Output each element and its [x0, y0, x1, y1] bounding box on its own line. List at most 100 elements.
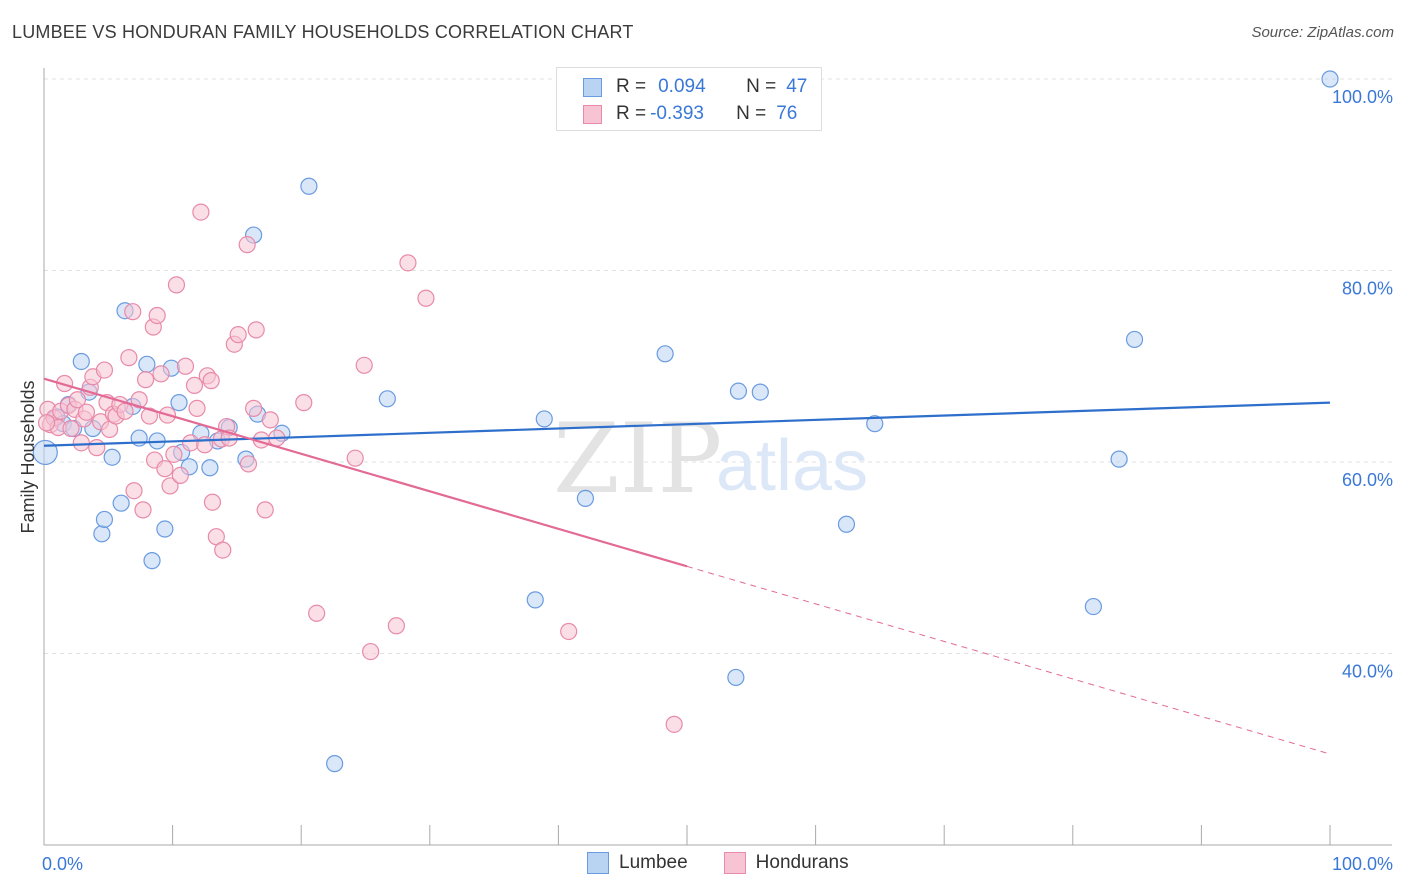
- lumbee-legend-label: Lumbee: [619, 852, 688, 873]
- lumbee-point: [201, 459, 219, 477]
- lumbee-point: [1084, 597, 1102, 616]
- lumbee-point: [156, 520, 174, 538]
- lumbee-point: [1110, 450, 1128, 468]
- lumbee-point: [837, 515, 856, 533]
- honduran-trend-line: [43, 377, 688, 568]
- honduran-points: [37, 203, 683, 733]
- honduran-point: [261, 411, 279, 429]
- lumbee-point: [535, 410, 553, 428]
- honduran-point: [68, 391, 87, 409]
- lumbee-point: [1321, 70, 1339, 88]
- honduran-point: [161, 477, 179, 495]
- honduran-legend-label: Hondurans: [755, 852, 849, 873]
- tick-labels: 100.0% 80.0% 60.0% 40.0% 0.0% 100.0%: [42, 87, 1393, 874]
- series-legend-lumbee[interactable]: Lumbee: [587, 852, 688, 874]
- correlation-legend: R = 0.094 N = 47 R = -0.393 N = 76: [556, 67, 822, 131]
- lumbee-point: [138, 355, 156, 373]
- honduran-point: [176, 357, 195, 375]
- honduran-point: [120, 349, 138, 367]
- y-tick-label: 80.0%: [1342, 279, 1393, 299]
- honduran-point: [72, 434, 90, 452]
- lumbee-point: [72, 352, 90, 371]
- honduran-point: [134, 501, 152, 519]
- honduran-point: [182, 434, 200, 452]
- lumbee-point: [143, 552, 161, 570]
- series-legend-honduran[interactable]: Hondurans: [723, 852, 849, 874]
- lumbee-point: [656, 345, 674, 363]
- lumbee-point: [378, 390, 396, 408]
- legend-row-lumbee: R = 0.094 N = 47: [583, 74, 807, 100]
- honduran-point: [238, 236, 256, 254]
- chart-title: LUMBEE VS HONDURAN FAMILY HOUSEHOLDS COR…: [12, 22, 634, 42]
- legend-n-value: 47: [786, 76, 808, 97]
- y-tick-label: 100.0%: [1332, 87, 1393, 107]
- source-label: Source: ZipAtlas.com: [1251, 24, 1394, 41]
- watermark-atlas: atlas: [716, 426, 868, 506]
- honduran-point: [152, 365, 170, 383]
- honduran-point: [156, 460, 174, 478]
- lumbee-legend-swatch: [587, 852, 609, 874]
- honduran-point: [148, 306, 166, 325]
- lumbee-point: [727, 668, 745, 687]
- legend-r-label: R =: [616, 103, 647, 124]
- honduran-point: [124, 303, 142, 321]
- lumbee-swatch: [583, 77, 602, 97]
- honduran-point: [346, 449, 364, 467]
- honduran-legend-swatch: [723, 852, 746, 874]
- honduran-point: [245, 399, 263, 417]
- honduran-point: [295, 394, 313, 412]
- honduran-point: [362, 642, 380, 661]
- lumbee-trend-line: [43, 401, 1331, 447]
- y-axis-label: Family Households: [18, 380, 38, 533]
- honduran-point: [192, 203, 210, 221]
- honduran-point: [140, 407, 159, 425]
- lumbee-point: [729, 382, 748, 400]
- honduran-point: [665, 715, 683, 733]
- honduran-point: [229, 326, 247, 344]
- honduran-point: [308, 604, 326, 622]
- y-tick-label: 60.0%: [1342, 470, 1393, 490]
- honduran-point: [185, 376, 204, 394]
- legend-row-honduran: R = -0.393 N = 76: [583, 101, 797, 127]
- y-tick-label: 40.0%: [1342, 662, 1393, 682]
- lumbee-point: [326, 755, 344, 773]
- honduran-point: [88, 439, 106, 457]
- lumbee-point: [103, 448, 121, 466]
- legend-n-label: N =: [736, 103, 767, 124]
- honduran-point: [171, 466, 189, 485]
- lumbee-point: [576, 489, 595, 507]
- honduran-point: [355, 356, 373, 374]
- lumbee-point: [93, 525, 111, 543]
- lumbee-point: [112, 494, 130, 512]
- honduran-point: [167, 276, 186, 294]
- honduran-point: [417, 289, 435, 307]
- legend-r-value: 0.094: [658, 76, 706, 97]
- honduran-trend-extension: [686, 565, 1331, 755]
- honduran-point: [125, 482, 143, 500]
- honduran-point: [560, 622, 578, 641]
- honduran-point: [116, 402, 134, 420]
- honduran-point: [62, 419, 80, 438]
- honduran-point: [136, 371, 155, 389]
- legend-n-label: N =: [746, 76, 777, 97]
- honduran-point: [399, 254, 417, 272]
- legend-r-label: R =: [616, 76, 647, 97]
- honduran-point: [188, 399, 206, 417]
- honduran-point: [37, 414, 56, 432]
- lumbee-point: [751, 383, 769, 401]
- x-tick-label: 0.0%: [42, 854, 83, 874]
- series-legend: Lumbee Hondurans: [587, 852, 885, 874]
- lumbee-point: [170, 394, 188, 412]
- honduran-swatch: [583, 104, 602, 124]
- lumbee-point: [526, 591, 544, 609]
- lumbee-point: [1125, 330, 1144, 349]
- lumbee-point: [300, 177, 318, 195]
- honduran-point: [165, 445, 183, 463]
- grid-lines: [44, 78, 1392, 654]
- lumbee-point: [95, 510, 114, 529]
- honduran-point: [95, 361, 114, 379]
- honduran-point: [214, 541, 232, 559]
- honduran-point: [387, 617, 405, 635]
- trend-lines: [43, 377, 1331, 755]
- honduran-point: [256, 501, 274, 519]
